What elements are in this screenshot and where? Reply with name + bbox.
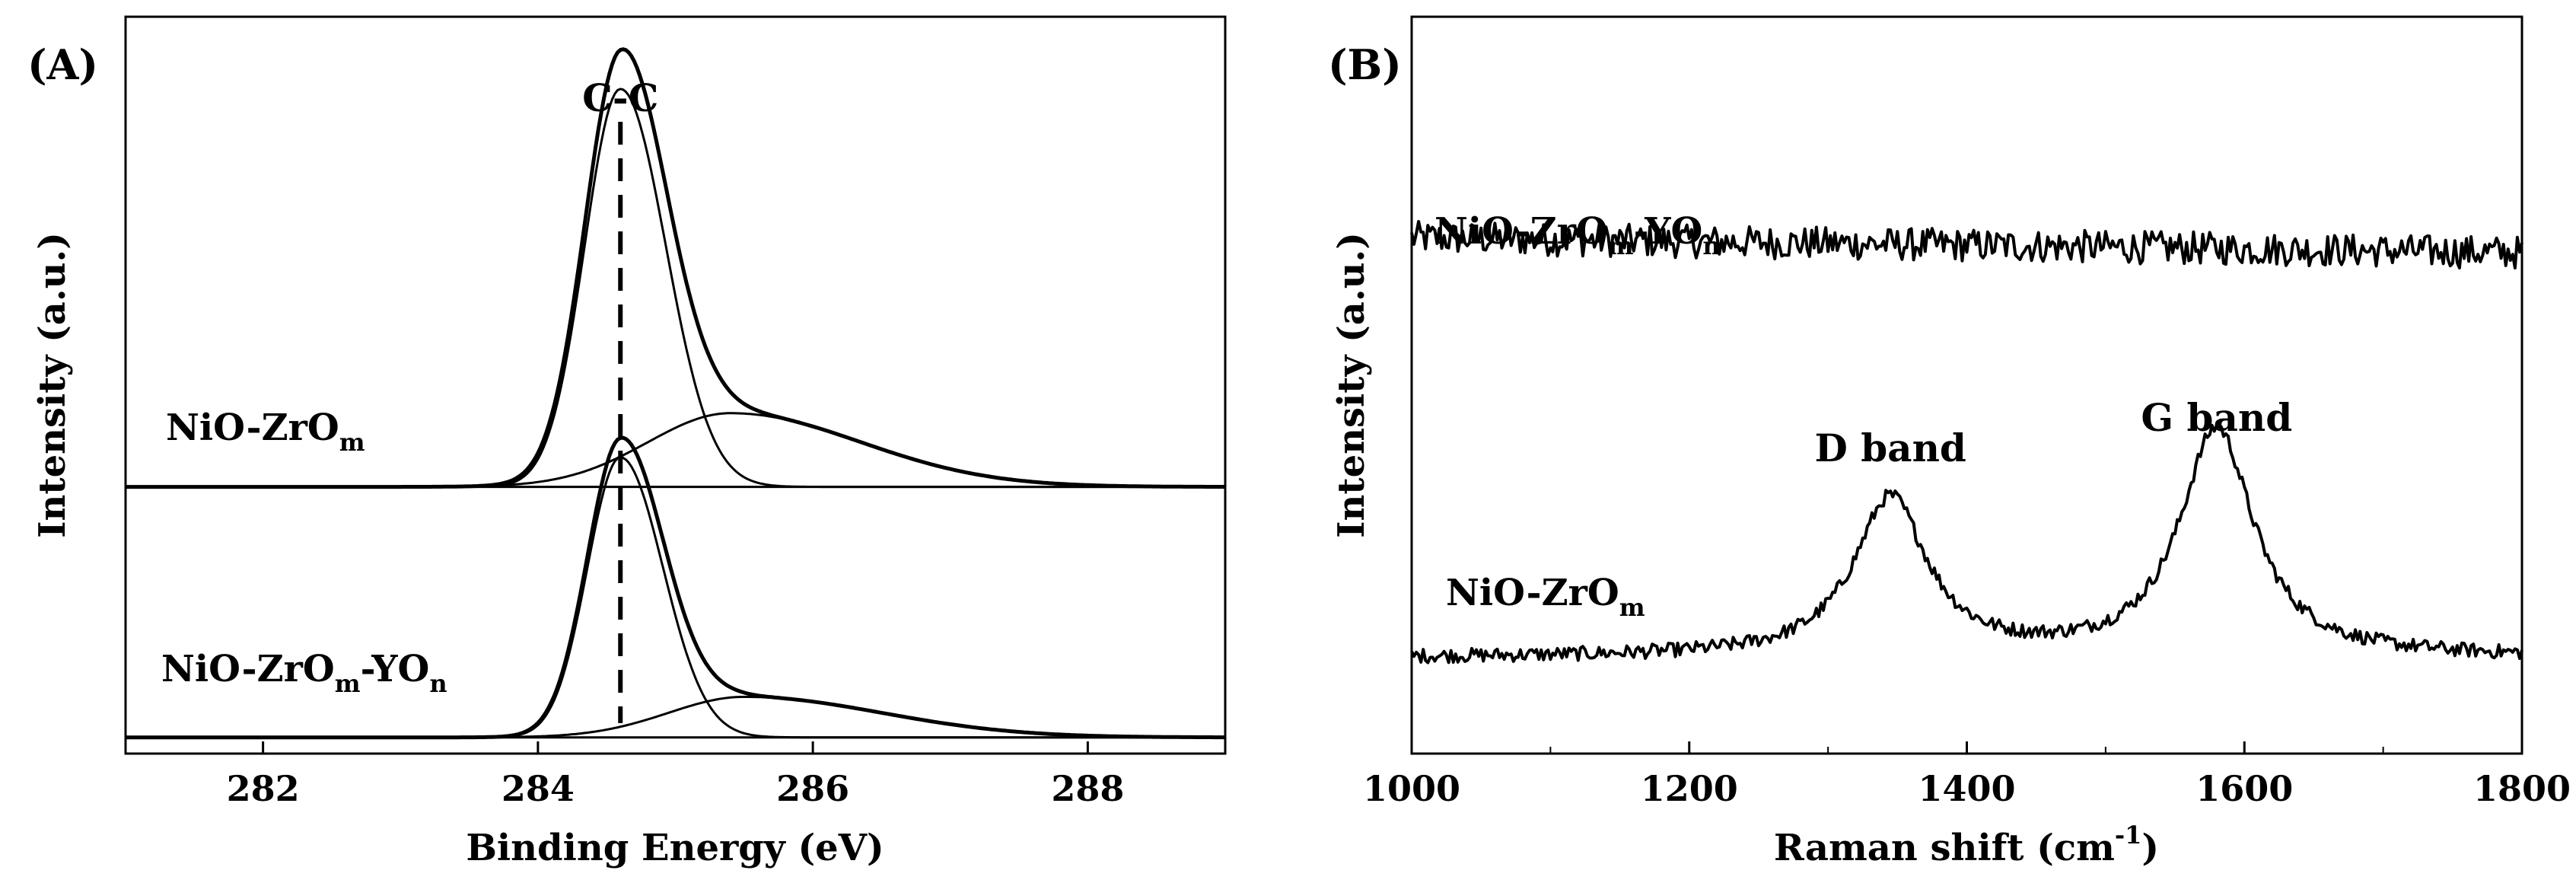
panel-a-cc-annotation: C-C: [582, 75, 658, 120]
panel-b-series-1-line: [1410, 220, 2523, 269]
panel-b-x-axis-label: Raman shift (cm-1): [1774, 821, 2159, 869]
panel-a-series-1-envelope: [126, 47, 1225, 489]
panel-a-x-tick-label: 286: [776, 768, 849, 809]
panel-b-curves: [1410, 220, 2523, 665]
panel-a-series-2-component-c-o: [126, 696, 1225, 739]
panel-b-label: (B): [1328, 40, 1402, 89]
panel-b-x-tick-label: 1200: [1641, 768, 1738, 809]
panel-a-x-tick-label: 284: [502, 768, 575, 809]
panel-b: (B) 1000 1200 1400 1600 1800 D band G band N…: [1328, 15, 2571, 869]
panel-a-y-axis-label: Intensity (a.u.): [31, 232, 74, 538]
panel-b-d-band-annotation: D band: [1814, 426, 1966, 470]
panel-a-curves: [126, 47, 1225, 740]
panel-b-y-axis-label: Intensity (a.u.): [1330, 232, 1373, 538]
panel-a-x-axis-label: Binding Energy (eV): [466, 827, 884, 869]
panel-a-x-ticks: 282 284 286 288: [227, 741, 1124, 809]
panel-b-series-1-label: NiO-ZrOm-YOn: [1434, 210, 1721, 260]
panel-b-x-ticks: 1000 1200 1400 1600 1800: [1363, 741, 2571, 809]
panel-b-x-tick-label: 1000: [1363, 768, 1460, 809]
panel-b-plot-frame: [1410, 15, 2523, 755]
panel-a-x-tick-label: 282: [227, 768, 300, 809]
panel-a-label: (A): [27, 40, 98, 89]
panel-b-g-band-annotation: G band: [2141, 395, 2292, 440]
panel-a-series-2-envelope: [126, 435, 1225, 740]
panel-b-x-tick-label: 1600: [2195, 768, 2293, 809]
panel-a-x-tick-label: 288: [1051, 768, 1124, 809]
panel-a-series-2-label: NiO-ZrOm-YOn: [161, 648, 447, 698]
panel-b-x-tick-label: 1400: [1918, 768, 2015, 809]
panel-b-series-2-label: NiO-ZrOm: [1446, 572, 1645, 622]
panel-b-x-tick-label: 1800: [2473, 768, 2571, 809]
panel-a-series-2-component-c-c: [126, 456, 1225, 739]
panel-a-plot-frame: [124, 15, 1227, 755]
panel-a-series-1-label: NiO-ZrOm: [166, 406, 365, 457]
panel-b-series-2-line: [1410, 423, 2523, 665]
panel-a: (A) 282 284 286 288 C-C NiO-ZrOm NiO-ZrOm-Y…: [27, 15, 1227, 869]
